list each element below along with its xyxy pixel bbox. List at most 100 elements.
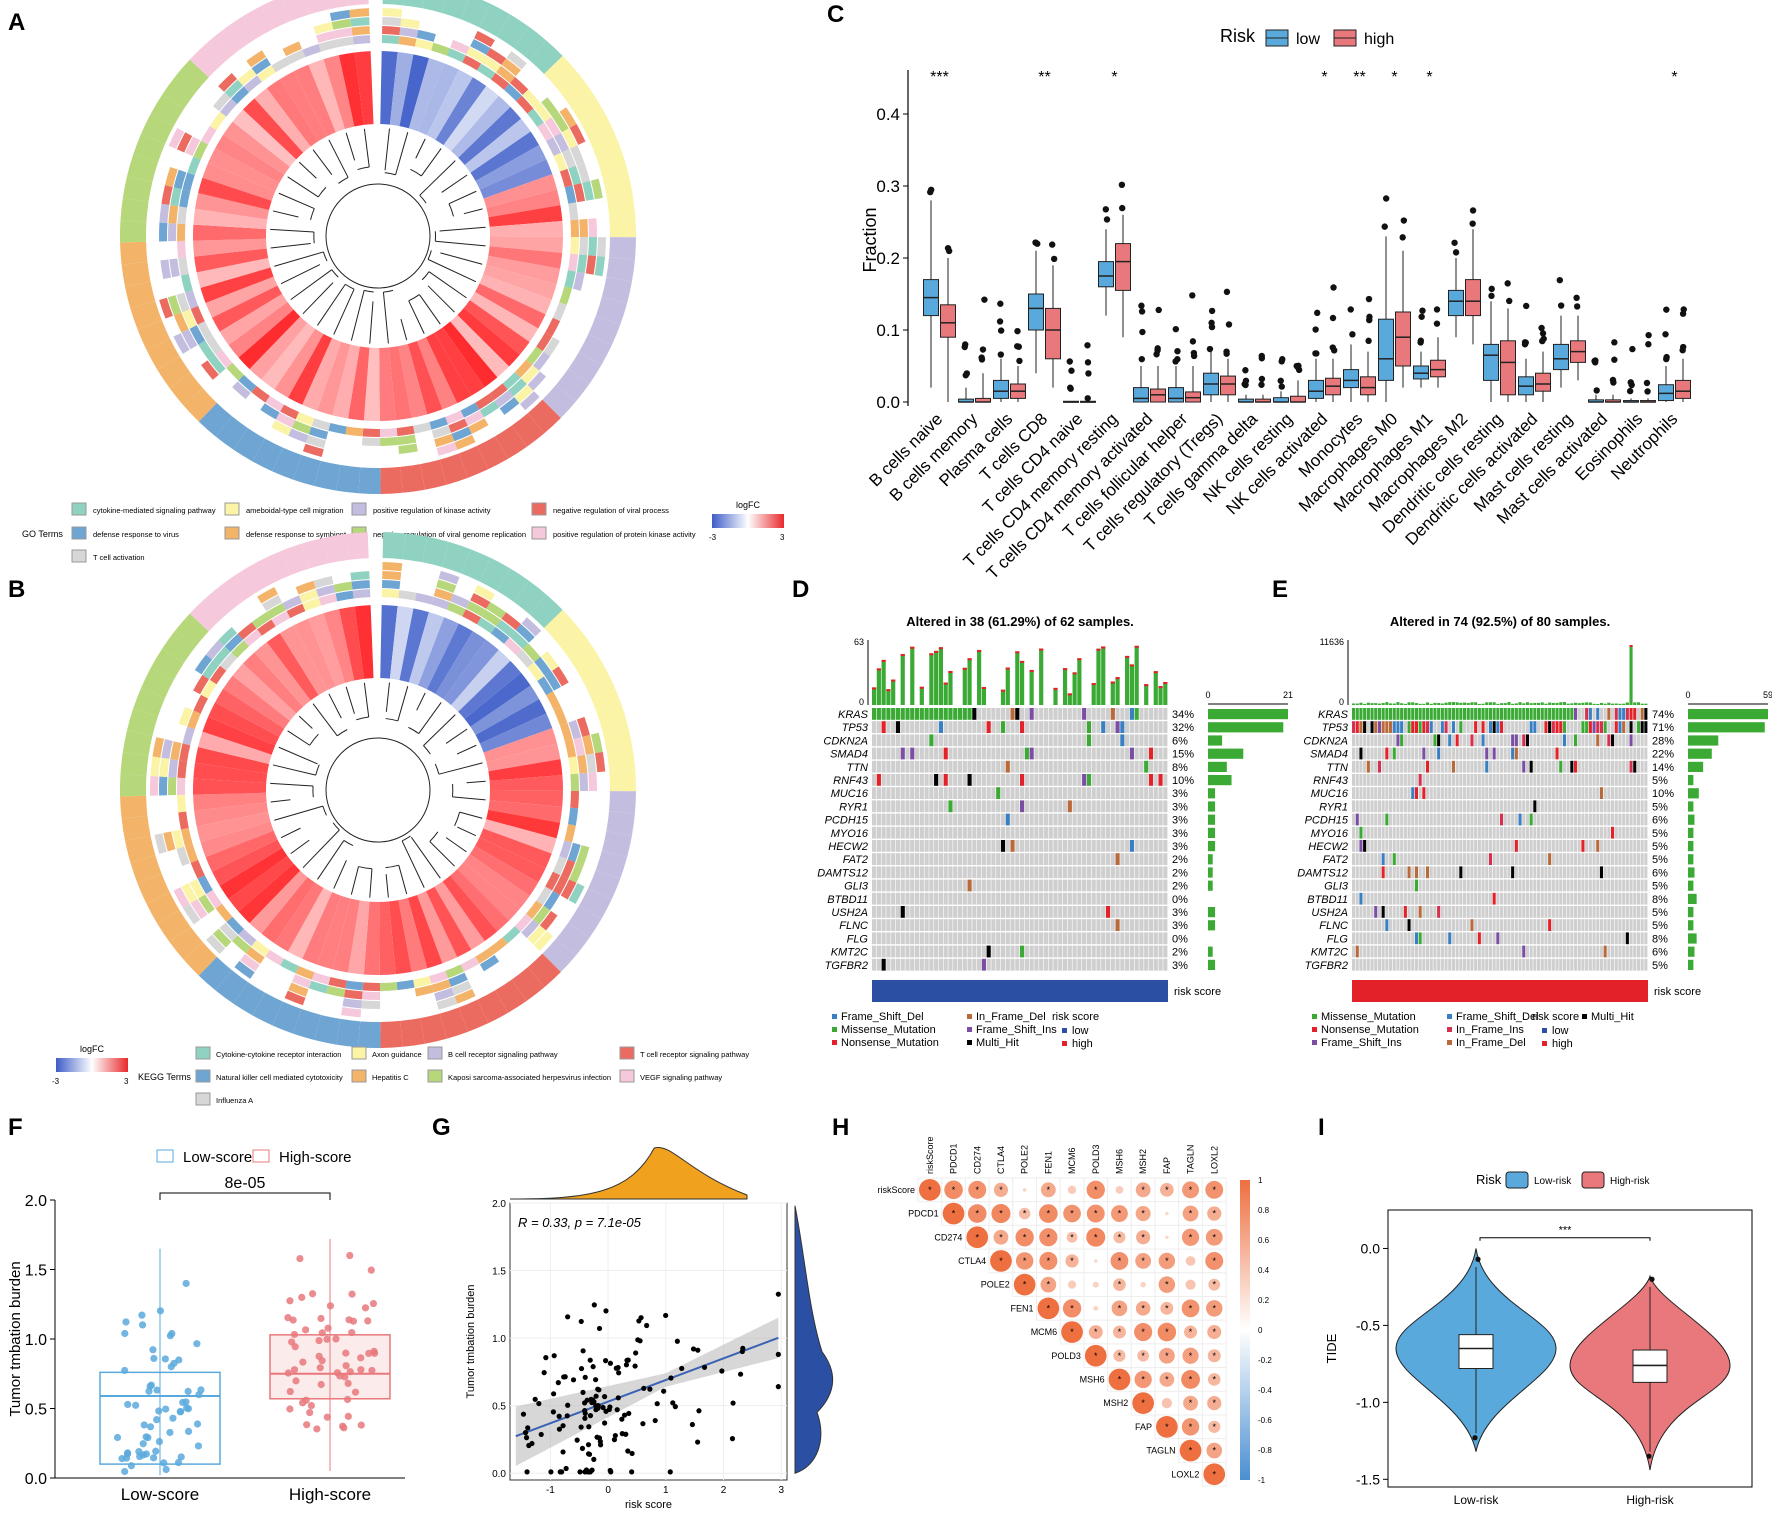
e-cell xyxy=(1607,853,1610,865)
e-side-bar xyxy=(1688,947,1694,957)
d-cell xyxy=(1039,800,1043,812)
go-dendrogram-join xyxy=(428,250,431,259)
h-row-label: PDCD1 xyxy=(908,1209,939,1219)
g-point xyxy=(626,1358,631,1363)
e-cell xyxy=(1630,946,1633,958)
d-cell xyxy=(1058,906,1062,918)
e-cell xyxy=(1371,906,1374,918)
e-cell xyxy=(1607,880,1610,892)
d-cell xyxy=(929,932,933,944)
d-cell xyxy=(905,721,909,733)
e-cell xyxy=(1400,880,1403,892)
e-cell xyxy=(1611,853,1614,865)
e-cell xyxy=(1411,919,1414,931)
d-cell xyxy=(1087,814,1091,826)
d-cell xyxy=(896,906,900,918)
d-cell xyxy=(996,814,1000,826)
e-cell xyxy=(1500,814,1503,826)
e-cell xyxy=(1515,708,1518,720)
e-cell xyxy=(1426,814,1429,826)
d-cell xyxy=(1096,827,1100,839)
e-cell xyxy=(1459,761,1462,773)
e-cell xyxy=(1596,814,1599,826)
c-outlier-high xyxy=(1084,342,1090,348)
e-cell xyxy=(1356,906,1359,918)
f-point xyxy=(341,1373,348,1380)
e-cell xyxy=(1489,932,1492,944)
g-point xyxy=(622,1413,627,1418)
e-top-bar xyxy=(1607,703,1610,705)
d-cell xyxy=(977,932,981,944)
d-cell xyxy=(896,787,900,799)
d-cell xyxy=(1049,853,1053,865)
d-cell xyxy=(886,800,890,812)
e-cell xyxy=(1415,761,1418,773)
d-cell xyxy=(1163,853,1167,865)
e-cell xyxy=(1515,814,1518,826)
d-cell xyxy=(891,946,895,958)
d-cell xyxy=(905,774,909,786)
d-cell xyxy=(1049,814,1053,826)
e-cell xyxy=(1630,880,1633,892)
d-cell xyxy=(1154,761,1158,773)
e-cell xyxy=(1378,721,1381,733)
e-cell xyxy=(1567,853,1570,865)
c-outlier-high xyxy=(1540,330,1546,336)
e-cell xyxy=(1600,946,1603,958)
e-cell xyxy=(1552,748,1555,760)
f-point xyxy=(346,1252,353,1259)
d-cell xyxy=(1039,853,1043,865)
e-cell xyxy=(1626,946,1629,958)
kegg-term-ring xyxy=(588,772,597,791)
e-gene-percent: 5% xyxy=(1652,881,1668,893)
d-cell xyxy=(905,761,909,773)
c-outlier-low xyxy=(1279,356,1285,362)
e-cell xyxy=(1585,959,1588,971)
d-cell xyxy=(877,800,881,812)
d-cell xyxy=(982,800,986,812)
e-top-bar xyxy=(1485,702,1488,705)
e-cell xyxy=(1533,932,1536,944)
d-side-bar xyxy=(1208,788,1215,798)
e-cell xyxy=(1496,734,1499,746)
e-cell xyxy=(1445,787,1448,799)
e-cell xyxy=(1559,932,1562,944)
e-cell xyxy=(1578,814,1581,826)
e-cell xyxy=(1581,761,1584,773)
e-cell xyxy=(1633,932,1636,944)
d-cell xyxy=(882,959,886,971)
d-cell xyxy=(1015,814,1019,826)
e-cell xyxy=(1496,708,1499,720)
h-star: * xyxy=(1118,1232,1122,1242)
e-cell xyxy=(1433,774,1436,786)
e-side-bar xyxy=(1688,735,1718,745)
e-cell xyxy=(1408,853,1411,865)
g-point xyxy=(608,1469,613,1474)
e-cell xyxy=(1489,959,1492,971)
d-cell xyxy=(1144,893,1148,905)
d-cell xyxy=(967,827,971,839)
d-cell xyxy=(920,814,924,826)
e-cell xyxy=(1430,840,1433,852)
e-cell xyxy=(1548,800,1551,812)
d-cell xyxy=(915,906,919,918)
d-cell xyxy=(948,774,952,786)
e-cell xyxy=(1530,932,1533,944)
d-cell xyxy=(901,721,905,733)
e-cell xyxy=(1589,919,1592,931)
h-star: * xyxy=(1094,1232,1098,1242)
kegg-dendrogram-branch xyxy=(334,860,347,888)
e-cell xyxy=(1359,814,1362,826)
e-cell xyxy=(1478,880,1481,892)
d-cell xyxy=(1111,906,1115,918)
h-star: * xyxy=(1118,1280,1122,1290)
kegg-dendrogram-branch xyxy=(364,683,368,717)
e-cell xyxy=(1356,853,1359,865)
c-box-low xyxy=(1029,294,1044,330)
d-cell xyxy=(1039,866,1043,878)
e-cell xyxy=(1400,853,1403,865)
e-cell xyxy=(1463,800,1466,812)
e-risk-legend-low: low xyxy=(1552,1025,1569,1037)
h-row-label: MSH2 xyxy=(1103,1398,1128,1408)
